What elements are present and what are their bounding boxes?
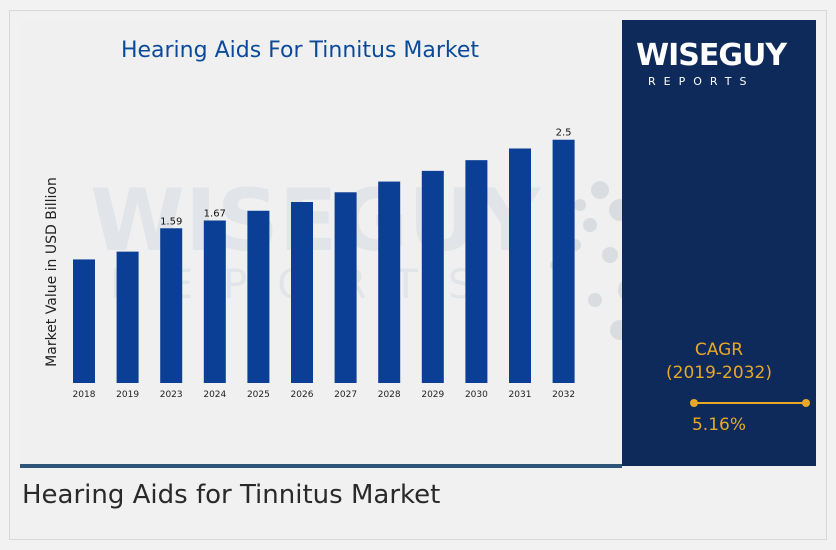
bar-2024 [203,220,226,383]
cagr-label: CAGR [694,340,744,360]
brand-sidebar [622,20,816,466]
bar-2030 [465,160,488,383]
x-tick-label: 2026 [291,390,314,400]
decor-dot [602,247,618,263]
decor-dot [583,218,597,232]
x-tick-label: 2023 [160,390,183,400]
bar-2023 [160,228,183,383]
panel-underline [20,464,622,468]
x-tick-label: 2032 [552,390,575,400]
bar-2027 [334,192,357,383]
bar-2025 [247,210,270,383]
bar-2032 [552,139,575,383]
x-tick-label: 2019 [116,390,139,400]
cagr-value: 5.16% [691,415,746,435]
x-tick-label: 2018 [73,390,96,400]
brand-logo-sub: REPORTS [648,75,755,88]
bar-2031 [509,148,531,383]
bars-group [73,139,575,383]
x-tick-label: 2024 [203,390,226,400]
x-tick-label: 2030 [465,390,488,400]
data-label: 1.67 [204,208,226,219]
y-axis-label: Market Value in USD Billion [44,177,60,367]
bar-2028 [378,181,401,383]
data-label: 2.5 [556,128,572,139]
x-tick-label: 2028 [378,390,401,400]
decor-dot [574,199,586,211]
cagr-period: (2019-2032) [666,363,772,383]
bar-2019 [116,251,139,383]
labels-group: 2018 2019 2023 1.59 2024 1.67 2025 2026 2027 2028… [73,128,576,400]
cagr-divider [694,402,806,404]
cagr-divider-dot-right [802,399,810,407]
decor-dot [588,293,602,307]
decor-dot [591,181,609,199]
x-tick-label: 2029 [421,390,444,400]
bar-2026 [291,202,313,383]
bar-2029 [421,170,444,383]
page-caption: Hearing Aids for Tinnitus Market [22,480,441,510]
cagr-divider-dot-left [690,399,698,407]
data-label: 1.59 [160,216,182,227]
x-tick-label: 2031 [509,390,532,400]
brand-logo: WISEGUY [636,38,787,73]
x-tick-label: 2027 [334,390,357,400]
bar-2018 [73,259,95,383]
chart-title: Hearing Aids For Tinnitus Market [120,38,480,63]
x-tick-label: 2025 [247,390,270,400]
